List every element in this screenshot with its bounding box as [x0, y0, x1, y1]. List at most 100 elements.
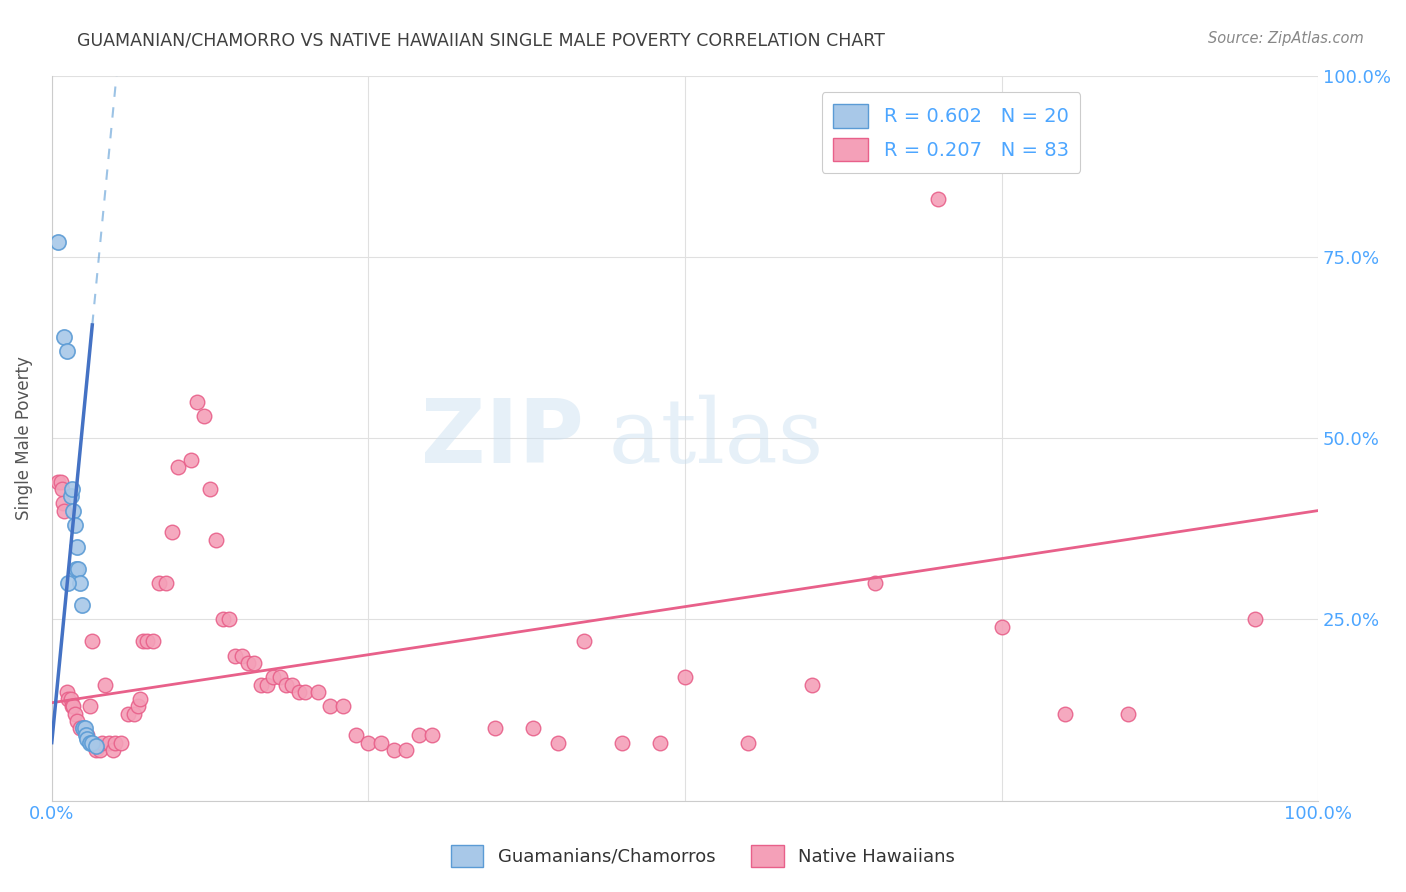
Point: [863, 576, 886, 591]
Point: [231, 648, 253, 663]
Point: [269, 670, 291, 684]
Point: [72, 721, 94, 735]
Point: [307, 685, 329, 699]
Point: [274, 677, 297, 691]
Point: [249, 677, 271, 691]
Point: [167, 460, 190, 475]
Point: [110, 736, 132, 750]
Point: [82, 634, 104, 648]
Point: [127, 699, 149, 714]
Point: [142, 634, 165, 648]
Point: [224, 648, 246, 663]
Point: [76, 728, 98, 742]
Point: [370, 736, 392, 750]
Point: [547, 736, 569, 750]
Point: [51, 482, 73, 496]
Point: [1053, 706, 1076, 721]
Point: [63, 518, 86, 533]
Point: [91, 736, 114, 750]
Point: [84, 743, 107, 757]
Point: [84, 739, 107, 754]
Point: [243, 656, 266, 670]
Y-axis label: Single Male Poverty: Single Male Poverty: [15, 356, 32, 520]
Point: [155, 576, 177, 591]
Point: [610, 736, 633, 750]
Point: [673, 670, 696, 684]
Point: [53, 329, 76, 343]
Point: [1243, 612, 1265, 626]
Point: [186, 394, 208, 409]
Point: [76, 731, 98, 746]
Point: [63, 706, 86, 721]
Point: [46, 475, 69, 489]
Point: [53, 503, 76, 517]
Point: [79, 699, 101, 714]
Point: [484, 721, 506, 735]
Point: [65, 561, 87, 575]
Text: ZIP: ZIP: [420, 394, 583, 482]
Point: [59, 489, 82, 503]
Point: [648, 736, 671, 750]
Point: [56, 685, 79, 699]
Point: [66, 714, 89, 728]
Point: [357, 736, 380, 750]
Point: [180, 452, 202, 467]
Point: [129, 692, 152, 706]
Point: [97, 736, 120, 750]
Point: [60, 482, 83, 496]
Point: [58, 692, 80, 706]
Point: [262, 670, 284, 684]
Point: [60, 699, 83, 714]
Point: [952, 141, 974, 155]
Text: Source: ZipAtlas.com: Source: ZipAtlas.com: [1208, 31, 1364, 46]
Point: [52, 496, 75, 510]
Point: [89, 743, 111, 757]
Point: [294, 685, 316, 699]
Point: [79, 736, 101, 750]
Point: [420, 728, 443, 742]
Point: [148, 576, 170, 591]
Point: [117, 706, 139, 721]
Point: [382, 743, 405, 757]
Point: [101, 743, 124, 757]
Point: [135, 634, 157, 648]
Legend: Guamanians/Chamorros, Native Hawaiians: Guamanians/Chamorros, Native Hawaiians: [443, 838, 963, 874]
Point: [395, 743, 418, 757]
Point: [73, 721, 96, 735]
Point: [236, 656, 259, 670]
Point: [737, 736, 759, 750]
Point: [1116, 706, 1139, 721]
Point: [94, 677, 117, 691]
Point: [990, 619, 1012, 633]
Point: [66, 540, 89, 554]
Point: [522, 721, 544, 735]
Point: [62, 699, 84, 714]
Point: [67, 561, 90, 575]
Point: [69, 576, 91, 591]
Point: [319, 699, 342, 714]
Point: [193, 409, 215, 424]
Point: [287, 685, 309, 699]
Point: [122, 706, 145, 721]
Point: [344, 728, 367, 742]
Point: [408, 728, 430, 742]
Point: [927, 192, 949, 206]
Point: [75, 728, 97, 742]
Point: [332, 699, 354, 714]
Point: [82, 736, 104, 750]
Point: [198, 482, 221, 496]
Point: [49, 475, 72, 489]
Point: [218, 612, 240, 626]
Point: [205, 533, 228, 547]
Legend: R = 0.602   N = 20, R = 0.207   N = 83: R = 0.602 N = 20, R = 0.207 N = 83: [821, 93, 1080, 173]
Point: [70, 598, 93, 612]
Text: atlas: atlas: [609, 394, 824, 482]
Point: [46, 235, 69, 250]
Point: [281, 677, 304, 691]
Point: [572, 634, 595, 648]
Point: [56, 344, 79, 359]
Point: [211, 612, 233, 626]
Point: [160, 525, 183, 540]
Text: GUAMANIAN/CHAMORRO VS NATIVE HAWAIIAN SINGLE MALE POVERTY CORRELATION CHART: GUAMANIAN/CHAMORRO VS NATIVE HAWAIIAN SI…: [77, 31, 886, 49]
Point: [58, 576, 80, 591]
